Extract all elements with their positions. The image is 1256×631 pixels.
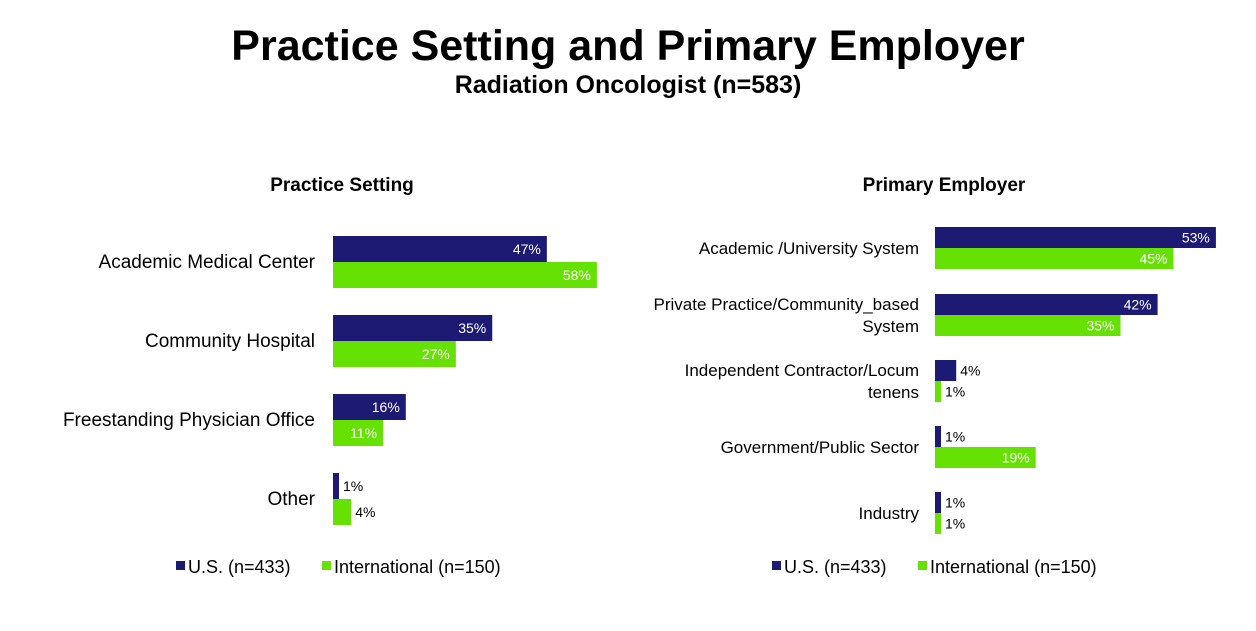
category-label-independent-contractor-locum-tenens: tenens	[868, 383, 919, 402]
data-label-intl-government-public-sector: 19%	[1002, 450, 1030, 466]
bar-intl-academic-medical-center	[333, 262, 597, 288]
data-label-intl-independent-contractor-locum-tenens: 1%	[945, 384, 965, 400]
legend-label-us: U.S. (n=433)	[188, 557, 291, 577]
legend-label-intl: International (n=150)	[334, 557, 501, 577]
legend-swatch-intl	[918, 561, 927, 570]
chart-title: Practice Setting	[270, 175, 414, 196]
category-label-other: Other	[267, 489, 315, 510]
data-label-intl-freestanding-physician-office: 11%	[350, 425, 377, 441]
bar-intl-community-hospital	[333, 341, 456, 367]
bar-us-community-hospital	[333, 315, 493, 341]
bar-us-independent-contractor-locum-tenens	[935, 360, 957, 381]
data-label-us-private-practice-community-based-system: 42%	[1124, 297, 1152, 313]
data-label-us-independent-contractor-locum-tenens: 4%	[960, 363, 980, 379]
data-label-intl-private-practice-community-based-system: 35%	[1086, 318, 1114, 334]
category-label-academic-university-system: Academic /University System	[699, 239, 919, 258]
bar-us-academic-medical-center	[333, 236, 547, 262]
data-label-us-academic-medical-center: 47%	[513, 241, 541, 257]
bar-us-private-practice-community-based-system	[935, 294, 1158, 315]
data-label-intl-other: 4%	[355, 504, 375, 520]
bar-intl-independent-contractor-locum-tenens	[935, 381, 941, 402]
bar-us-academic-university-system	[935, 227, 1216, 248]
page-title: Practice Setting and Primary Employer	[231, 22, 1025, 70]
data-label-intl-industry: 1%	[945, 516, 965, 532]
category-label-government-public-sector: Government/Public Sector	[721, 438, 920, 457]
page-subtitle: Radiation Oncologist (n=583)	[454, 71, 802, 99]
bar-us-government-public-sector	[935, 426, 941, 447]
bar-intl-private-practice-community-based-system	[935, 315, 1121, 336]
data-label-intl-academic-medical-center: 58%	[563, 267, 591, 283]
chart-title: Primary Employer	[863, 175, 1026, 196]
bar-intl-other	[333, 499, 352, 525]
category-label-industry: Industry	[859, 504, 920, 523]
data-label-us-other: 1%	[343, 478, 363, 494]
legend-swatch-us	[176, 561, 185, 570]
category-label-freestanding-physician-office: Freestanding Physician Office	[63, 410, 315, 431]
data-label-us-community-hospital: 35%	[458, 320, 486, 336]
bar-us-industry	[935, 492, 941, 513]
data-label-us-academic-university-system: 53%	[1182, 230, 1210, 246]
data-label-intl-academic-university-system: 45%	[1139, 251, 1167, 267]
category-label-academic-medical-center: Academic Medical Center	[99, 252, 316, 273]
category-label-independent-contractor-locum-tenens: Independent Contractor/Locum	[685, 361, 919, 380]
data-label-us-industry: 1%	[945, 495, 965, 511]
category-label-private-practice-community-based-system: System	[862, 317, 919, 336]
data-label-us-freestanding-physician-office: 16%	[372, 399, 400, 415]
bar-us-other	[333, 473, 339, 499]
bar-intl-freestanding-physician-office	[333, 420, 384, 446]
category-label-community-hospital: Community Hospital	[145, 331, 315, 352]
category-label-private-practice-community-based-system: Private Practice/Community_based	[653, 295, 919, 314]
legend-swatch-intl	[322, 561, 331, 570]
bar-intl-government-public-sector	[935, 447, 1036, 468]
bar-intl-academic-university-system	[935, 248, 1174, 269]
bar-intl-industry	[935, 513, 941, 534]
legend-swatch-us	[772, 561, 781, 570]
data-label-us-government-public-sector: 1%	[945, 429, 965, 445]
bar-us-freestanding-physician-office	[333, 394, 406, 420]
data-label-intl-community-hospital: 27%	[422, 346, 450, 362]
legend-label-us: U.S. (n=433)	[784, 557, 887, 577]
legend-label-intl: International (n=150)	[930, 557, 1097, 577]
